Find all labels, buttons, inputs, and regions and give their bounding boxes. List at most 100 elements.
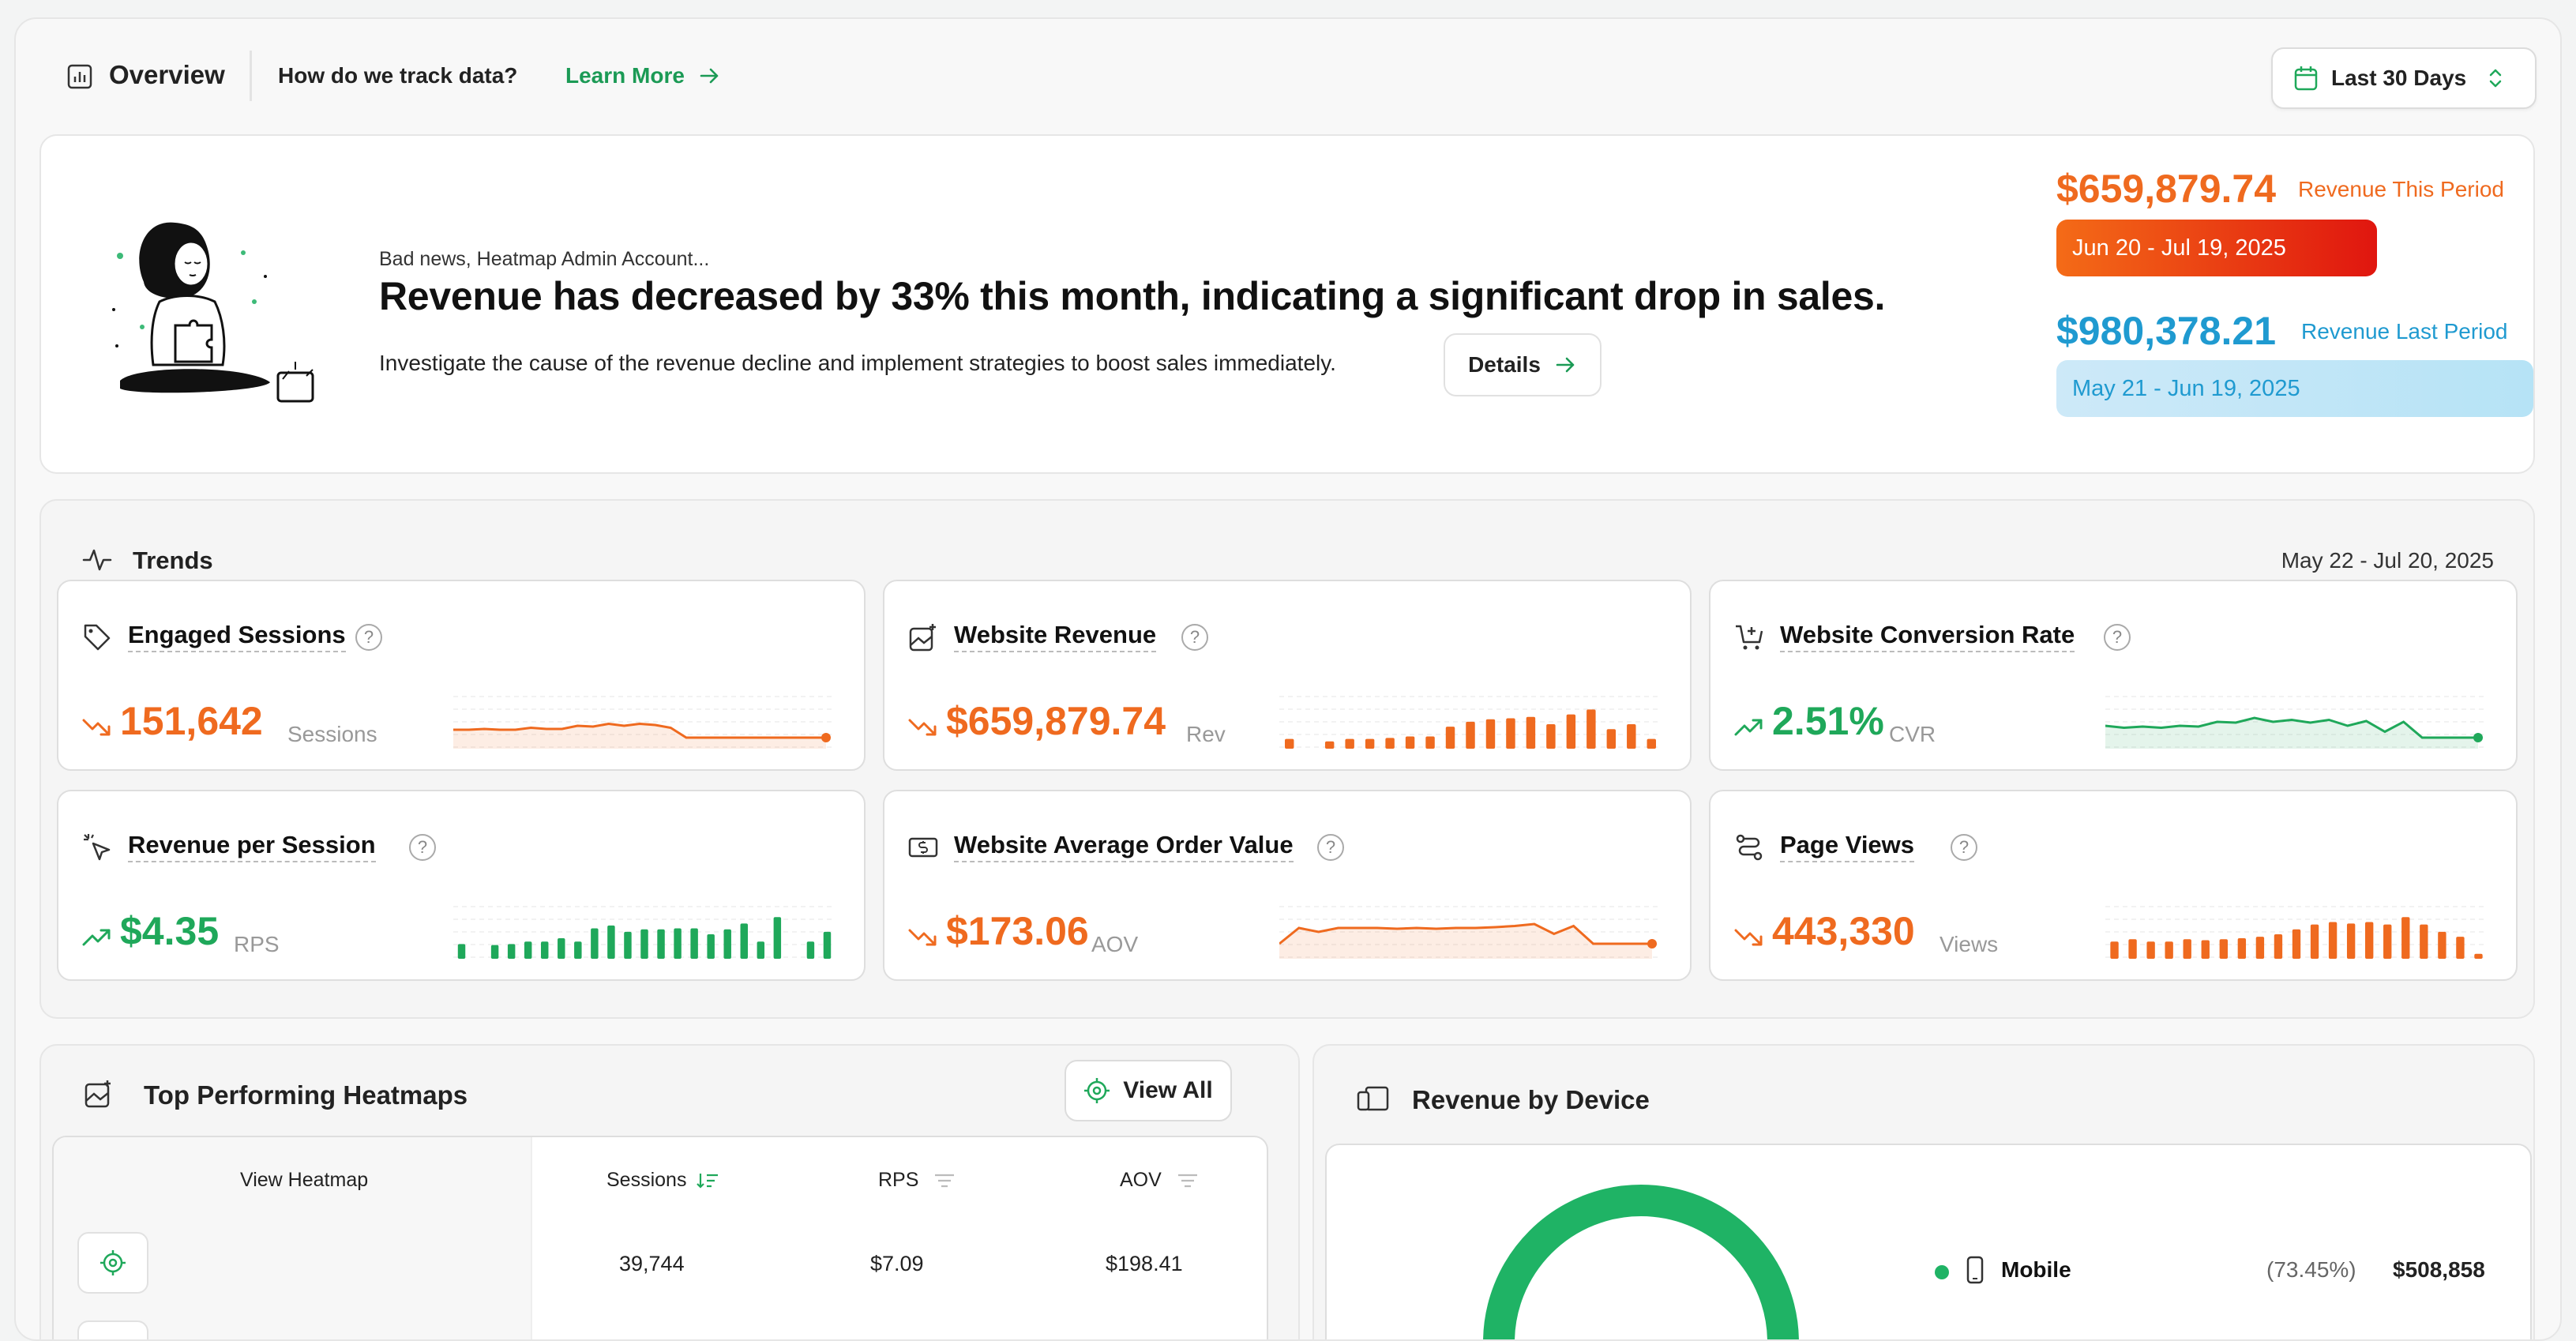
trend-up-icon — [82, 929, 111, 946]
spark-bar — [1445, 727, 1455, 749]
legend-name: Mobile — [2001, 1257, 2071, 1282]
device-chart-area: Mobile (73.45%) $508,858 — [1325, 1144, 2532, 1339]
spark-bar — [507, 944, 516, 959]
metric-title: Website Revenue — [954, 621, 1157, 652]
sparkline-chart — [453, 696, 836, 749]
help-icon[interactable]: ? — [409, 834, 436, 861]
view-all-button[interactable]: View All — [1065, 1060, 1232, 1121]
details-button[interactable]: Details — [1444, 333, 1602, 396]
details-label: Details — [1468, 352, 1541, 377]
spark-bar — [2328, 922, 2338, 959]
spark-bar — [740, 923, 748, 959]
column-header-sessions[interactable]: Sessions — [606, 1169, 719, 1192]
learn-more-label: Learn More — [565, 63, 685, 88]
device-title: Revenue by Device — [1412, 1085, 1650, 1114]
tag-icon — [82, 622, 112, 652]
revenue-this-period-label: Revenue This Period — [2298, 177, 2504, 201]
metric-value: 2.51% — [1772, 699, 1884, 743]
metric-card-website-conversion-rate[interactable]: Website Conversion Rate ? 2.51% CVR — [1709, 580, 2518, 771]
spark-bar — [2474, 953, 2483, 959]
spark-bar — [2237, 937, 2247, 959]
sparkline-chart — [2105, 696, 2488, 749]
spark-bar — [1627, 724, 1636, 749]
target-icon — [100, 1250, 126, 1275]
spark-bar — [558, 937, 565, 959]
metric-card-website-revenue[interactable]: Website Revenue ? $659,879.74 Rev — [883, 580, 1692, 771]
image-sparkle-icon — [908, 622, 938, 652]
money-icon — [908, 832, 938, 862]
spark-bar — [2401, 917, 2410, 959]
cell-sessions: 39,744 — [619, 1252, 685, 1275]
cursor-sparkle-icon — [82, 832, 112, 862]
column-label: View Heatmap — [240, 1169, 369, 1191]
view-all-label: View All — [1123, 1077, 1213, 1103]
spark-bar — [723, 929, 731, 959]
metric-value: $173.06 — [946, 909, 1089, 953]
arrow-right-icon — [700, 68, 719, 84]
view-heatmap-button[interactable] — [77, 1232, 148, 1294]
sparkline-chart — [453, 906, 836, 959]
mobile-phone-icon — [1966, 1256, 1984, 1284]
metric-card-page-views[interactable]: Page Views ? 443,330 Views — [1709, 790, 2518, 981]
help-icon[interactable]: ? — [2104, 624, 2131, 651]
spark-bar — [2456, 937, 2465, 959]
metric-card-revenue-per-session[interactable]: Revenue per Session ? $4.35 RPS — [57, 790, 866, 981]
top-bar: Overview How do we track data? Learn Mor… — [16, 19, 2560, 133]
revenue-alert-banner: Bad news, Heatmap Admin Account... Reven… — [39, 134, 2535, 474]
spark-line — [453, 722, 826, 739]
chevron-updown-icon — [2489, 69, 2502, 88]
spark-bar — [2365, 922, 2374, 959]
help-icon[interactable]: ? — [1951, 834, 1977, 861]
spark-bar — [2255, 937, 2265, 959]
donut-segment-mobile — [1483, 1185, 1799, 1339]
view-heatmap-button[interactable] — [77, 1320, 148, 1339]
arrow-right-icon — [1556, 357, 1575, 373]
metric-card-engaged-sessions[interactable]: Engaged Sessions ? 151,642 Sessions — [57, 580, 866, 771]
legend-item-mobile[interactable]: Mobile (73.45%) $508,858 — [1935, 1256, 2485, 1287]
filter-lines-icon — [935, 1174, 955, 1187]
learn-more-link[interactable]: Learn More — [565, 63, 721, 88]
track-question: How do we track data? — [278, 63, 518, 88]
spark-bar — [707, 934, 715, 959]
spark-bar — [1647, 738, 1656, 749]
spark-end-dot — [821, 733, 831, 742]
spark-line — [1279, 922, 1652, 945]
spark-bar — [2201, 940, 2210, 959]
spark-bar — [2292, 929, 2301, 959]
spark-bar — [773, 917, 782, 959]
spark-bar — [1606, 729, 1617, 749]
sparkline-chart — [1279, 906, 1662, 959]
metric-card-website-average-order-value[interactable]: Website Average Order Value ? $173.06 AO… — [883, 790, 1692, 981]
spark-bar — [674, 928, 682, 959]
column-header-view-heatmap[interactable]: View Heatmap — [240, 1169, 368, 1192]
date-range-selector[interactable]: Last 30 Days — [2271, 47, 2537, 109]
sparkline-chart — [1279, 696, 1662, 749]
column-header-rps[interactable]: RPS — [878, 1169, 955, 1192]
spark-bar — [640, 929, 648, 959]
metric-unit: AOV — [1091, 932, 1139, 956]
metric-unit: Sessions — [287, 722, 377, 746]
legend-percent: (73.45%) — [2266, 1257, 2356, 1282]
metric-unit: Views — [1940, 932, 1999, 956]
help-icon[interactable]: ? — [355, 624, 382, 651]
spark-bar — [1405, 736, 1415, 749]
help-icon[interactable]: ? — [1181, 624, 1208, 651]
help-icon[interactable]: ? — [1317, 834, 1344, 861]
trend-down-icon — [1734, 929, 1763, 946]
column-label: RPS — [878, 1169, 919, 1191]
spark-bar — [1466, 721, 1475, 749]
spark-bar — [1345, 738, 1354, 749]
spark-bar — [2128, 939, 2137, 959]
spark-bar — [1385, 738, 1395, 749]
pulse-icon — [82, 549, 112, 571]
column-header-aov[interactable]: AOV — [1120, 1169, 1198, 1192]
date-range-label: Last 30 Days — [2331, 66, 2467, 90]
spark-bar — [624, 931, 632, 959]
metric-unit: RPS — [234, 932, 280, 956]
metric-value: 151,642 — [120, 699, 263, 743]
cart-plus-icon — [1734, 622, 1764, 652]
spark-area — [2105, 718, 2478, 749]
image-sparkle-icon — [84, 1080, 111, 1108]
spark-bar — [657, 929, 665, 959]
metric-value: $659,879.74 — [946, 699, 1166, 743]
